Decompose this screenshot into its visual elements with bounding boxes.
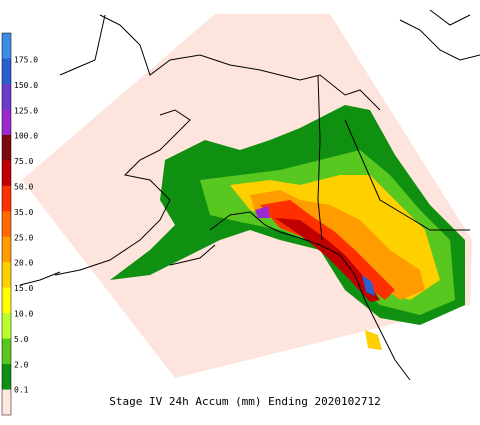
legend-swatch <box>2 185 11 212</box>
legend-swatch <box>2 364 11 391</box>
coastlines <box>19 9 480 381</box>
legend-swatch <box>2 134 11 161</box>
legend-label: 20.0 <box>14 259 33 268</box>
legend-swatch <box>2 262 11 289</box>
legend-swatch <box>2 33 11 59</box>
legend-swatch <box>2 313 11 340</box>
legend-swatch <box>2 109 11 136</box>
legend-swatch <box>2 160 11 187</box>
legend-label: 0.1 <box>14 386 29 395</box>
legend-label: 75.0 <box>14 157 33 166</box>
legend-swatch <box>2 211 11 238</box>
legend-label: 125.0 <box>14 106 38 115</box>
legend-label: 10.0 <box>14 310 33 319</box>
legend-label: 150.0 <box>14 81 38 90</box>
legend-swatch <box>2 338 11 365</box>
legend-label: 5.0 <box>14 335 29 344</box>
legend-frame <box>1 32 12 416</box>
legend-label: 100.0 <box>14 132 38 141</box>
legend-swatch <box>2 236 11 263</box>
legend-swatch <box>2 58 11 85</box>
legend-swatch <box>2 389 11 416</box>
legend-label: 35.0 <box>14 208 33 217</box>
footer-title: Stage IV 24h Accum (mm) Ending 202010271… <box>109 395 381 408</box>
legend-label: 175.0 <box>14 56 38 65</box>
precip-field <box>110 105 465 350</box>
legend-swatch <box>2 287 11 314</box>
legend-label: 25.0 <box>14 233 33 242</box>
legend-swatch <box>2 83 11 110</box>
legend-label: 2.0 <box>14 360 29 369</box>
legend-label: 15.0 <box>14 284 33 293</box>
legend-label: 50.0 <box>14 183 33 192</box>
color-legend: 175.0 150.0 125.0 100.0 75.0 50.0 35.0 25.0 20.0… <box>1 32 38 416</box>
